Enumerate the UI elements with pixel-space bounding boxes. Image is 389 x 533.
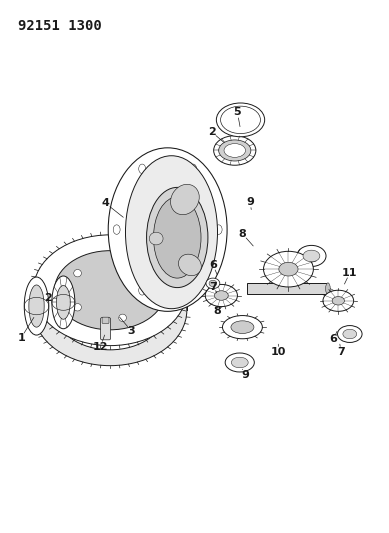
Ellipse shape	[139, 164, 145, 174]
Ellipse shape	[338, 326, 362, 342]
Ellipse shape	[343, 329, 357, 339]
Ellipse shape	[108, 148, 227, 311]
Text: 11: 11	[342, 268, 357, 278]
Ellipse shape	[74, 270, 81, 277]
Ellipse shape	[139, 286, 145, 295]
Ellipse shape	[279, 262, 298, 276]
Text: 9: 9	[246, 197, 254, 207]
Text: 10: 10	[271, 347, 287, 357]
Ellipse shape	[326, 283, 330, 294]
Text: 7: 7	[209, 281, 217, 292]
Ellipse shape	[214, 136, 256, 165]
Ellipse shape	[323, 290, 354, 311]
Ellipse shape	[215, 225, 222, 235]
Ellipse shape	[149, 232, 163, 245]
Text: 8: 8	[238, 229, 246, 239]
Ellipse shape	[231, 321, 254, 334]
Ellipse shape	[170, 184, 199, 215]
Ellipse shape	[24, 277, 49, 335]
Text: 7: 7	[337, 347, 345, 357]
FancyArrow shape	[327, 288, 343, 298]
Text: 8: 8	[214, 306, 221, 316]
Text: 6: 6	[209, 260, 217, 270]
Ellipse shape	[332, 296, 344, 305]
Ellipse shape	[147, 287, 154, 294]
Text: 6: 6	[329, 334, 337, 344]
Ellipse shape	[154, 197, 201, 278]
Ellipse shape	[214, 291, 228, 300]
Text: 4: 4	[102, 198, 109, 208]
Ellipse shape	[224, 143, 245, 157]
Ellipse shape	[179, 254, 201, 276]
Ellipse shape	[219, 140, 251, 161]
Ellipse shape	[225, 353, 254, 372]
Ellipse shape	[297, 245, 326, 266]
Ellipse shape	[119, 259, 126, 266]
Text: 2: 2	[208, 127, 216, 137]
Ellipse shape	[206, 278, 220, 289]
Ellipse shape	[113, 225, 120, 235]
Ellipse shape	[216, 103, 265, 137]
Ellipse shape	[147, 188, 208, 288]
Text: 9: 9	[241, 369, 249, 379]
Text: 1: 1	[17, 333, 25, 343]
Text: 3: 3	[128, 326, 135, 336]
Text: 2: 2	[44, 293, 52, 303]
Ellipse shape	[126, 156, 217, 309]
Ellipse shape	[54, 251, 166, 330]
FancyBboxPatch shape	[100, 318, 110, 340]
Ellipse shape	[190, 164, 196, 174]
Text: 12: 12	[93, 342, 108, 352]
Polygon shape	[247, 283, 328, 294]
Ellipse shape	[205, 285, 237, 306]
Ellipse shape	[33, 255, 187, 366]
Ellipse shape	[74, 304, 81, 311]
Ellipse shape	[56, 286, 70, 319]
Text: 5: 5	[234, 108, 241, 117]
Ellipse shape	[52, 276, 75, 329]
FancyBboxPatch shape	[102, 317, 109, 324]
Ellipse shape	[54, 271, 166, 350]
Ellipse shape	[33, 235, 187, 345]
Ellipse shape	[209, 280, 217, 287]
Ellipse shape	[303, 250, 320, 262]
Ellipse shape	[29, 285, 44, 327]
Ellipse shape	[231, 357, 248, 368]
Ellipse shape	[119, 314, 126, 321]
Text: 92151 1300: 92151 1300	[18, 19, 102, 33]
Ellipse shape	[263, 252, 314, 287]
Ellipse shape	[190, 286, 196, 295]
Ellipse shape	[223, 316, 262, 339]
